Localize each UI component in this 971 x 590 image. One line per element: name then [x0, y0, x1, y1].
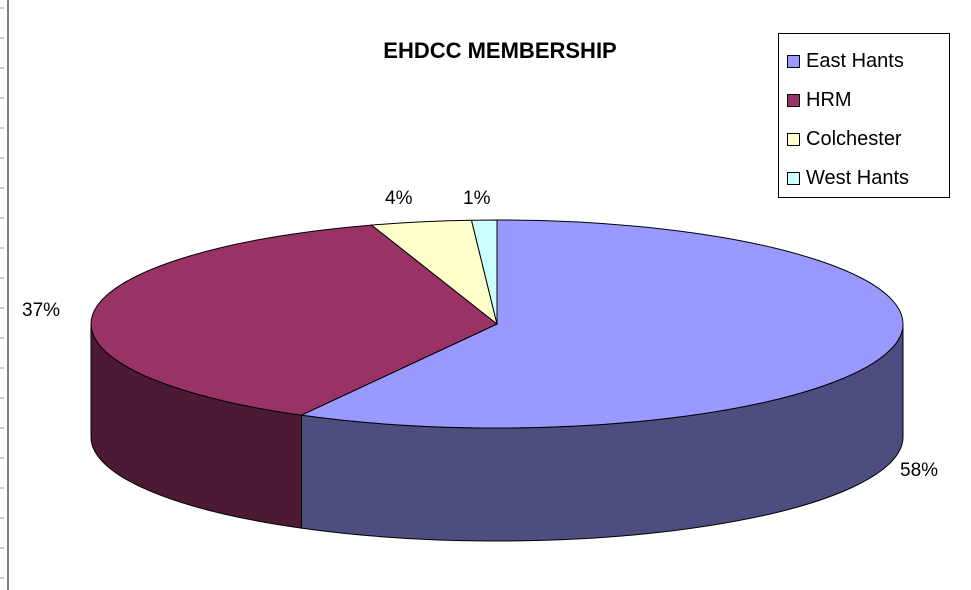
legend-item-west-hants: West Hants [779, 159, 949, 198]
slice-east-hants [299, 219, 904, 429]
pie-slices [90, 219, 904, 429]
chart-frame [0, 0, 9, 590]
slice-west-hants [470, 219, 498, 325]
legend-item-east-hants: East Hants [779, 42, 949, 81]
pie-sides [90, 323, 904, 542]
legend-item-colchester: Colchester [779, 120, 949, 159]
legend-swatch [787, 55, 800, 68]
slice-hrm [90, 224, 498, 416]
legend-swatch [787, 172, 800, 185]
legend-label: HRM [806, 89, 852, 111]
data-label-colchester: 4% [385, 188, 413, 209]
legend-swatch [787, 94, 800, 107]
legend: East Hants HRM Colchester West Hants [778, 33, 950, 198]
legend-label: Colchester [806, 128, 902, 150]
legend-swatch [787, 133, 800, 146]
chart-title: EHDCC MEMBERSHIP [383, 38, 617, 63]
legend-item-hrm: HRM [779, 81, 949, 120]
data-label-hrm: 37% [22, 300, 61, 321]
legend-label: East Hants [806, 50, 904, 72]
data-label-west-hants: 1% [463, 188, 491, 209]
legend-label: West Hants [806, 167, 909, 189]
data-label-east-hants: 58% [900, 460, 939, 481]
